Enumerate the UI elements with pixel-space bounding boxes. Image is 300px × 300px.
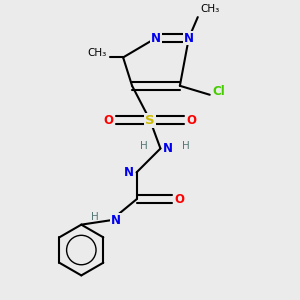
- Text: O: O: [187, 114, 197, 127]
- Text: O: O: [175, 193, 185, 206]
- Text: H: H: [140, 140, 148, 151]
- Text: N: N: [163, 142, 173, 155]
- Text: CH₃: CH₃: [201, 4, 220, 14]
- Text: S: S: [145, 114, 155, 127]
- Text: O: O: [103, 114, 113, 127]
- Text: H: H: [91, 212, 99, 222]
- Text: N: N: [151, 32, 161, 44]
- Text: N: N: [124, 166, 134, 179]
- Text: H: H: [182, 140, 190, 151]
- Text: N: N: [184, 32, 194, 44]
- Text: Cl: Cl: [213, 85, 226, 98]
- Text: CH₃: CH₃: [88, 48, 107, 58]
- Text: N: N: [111, 214, 121, 227]
